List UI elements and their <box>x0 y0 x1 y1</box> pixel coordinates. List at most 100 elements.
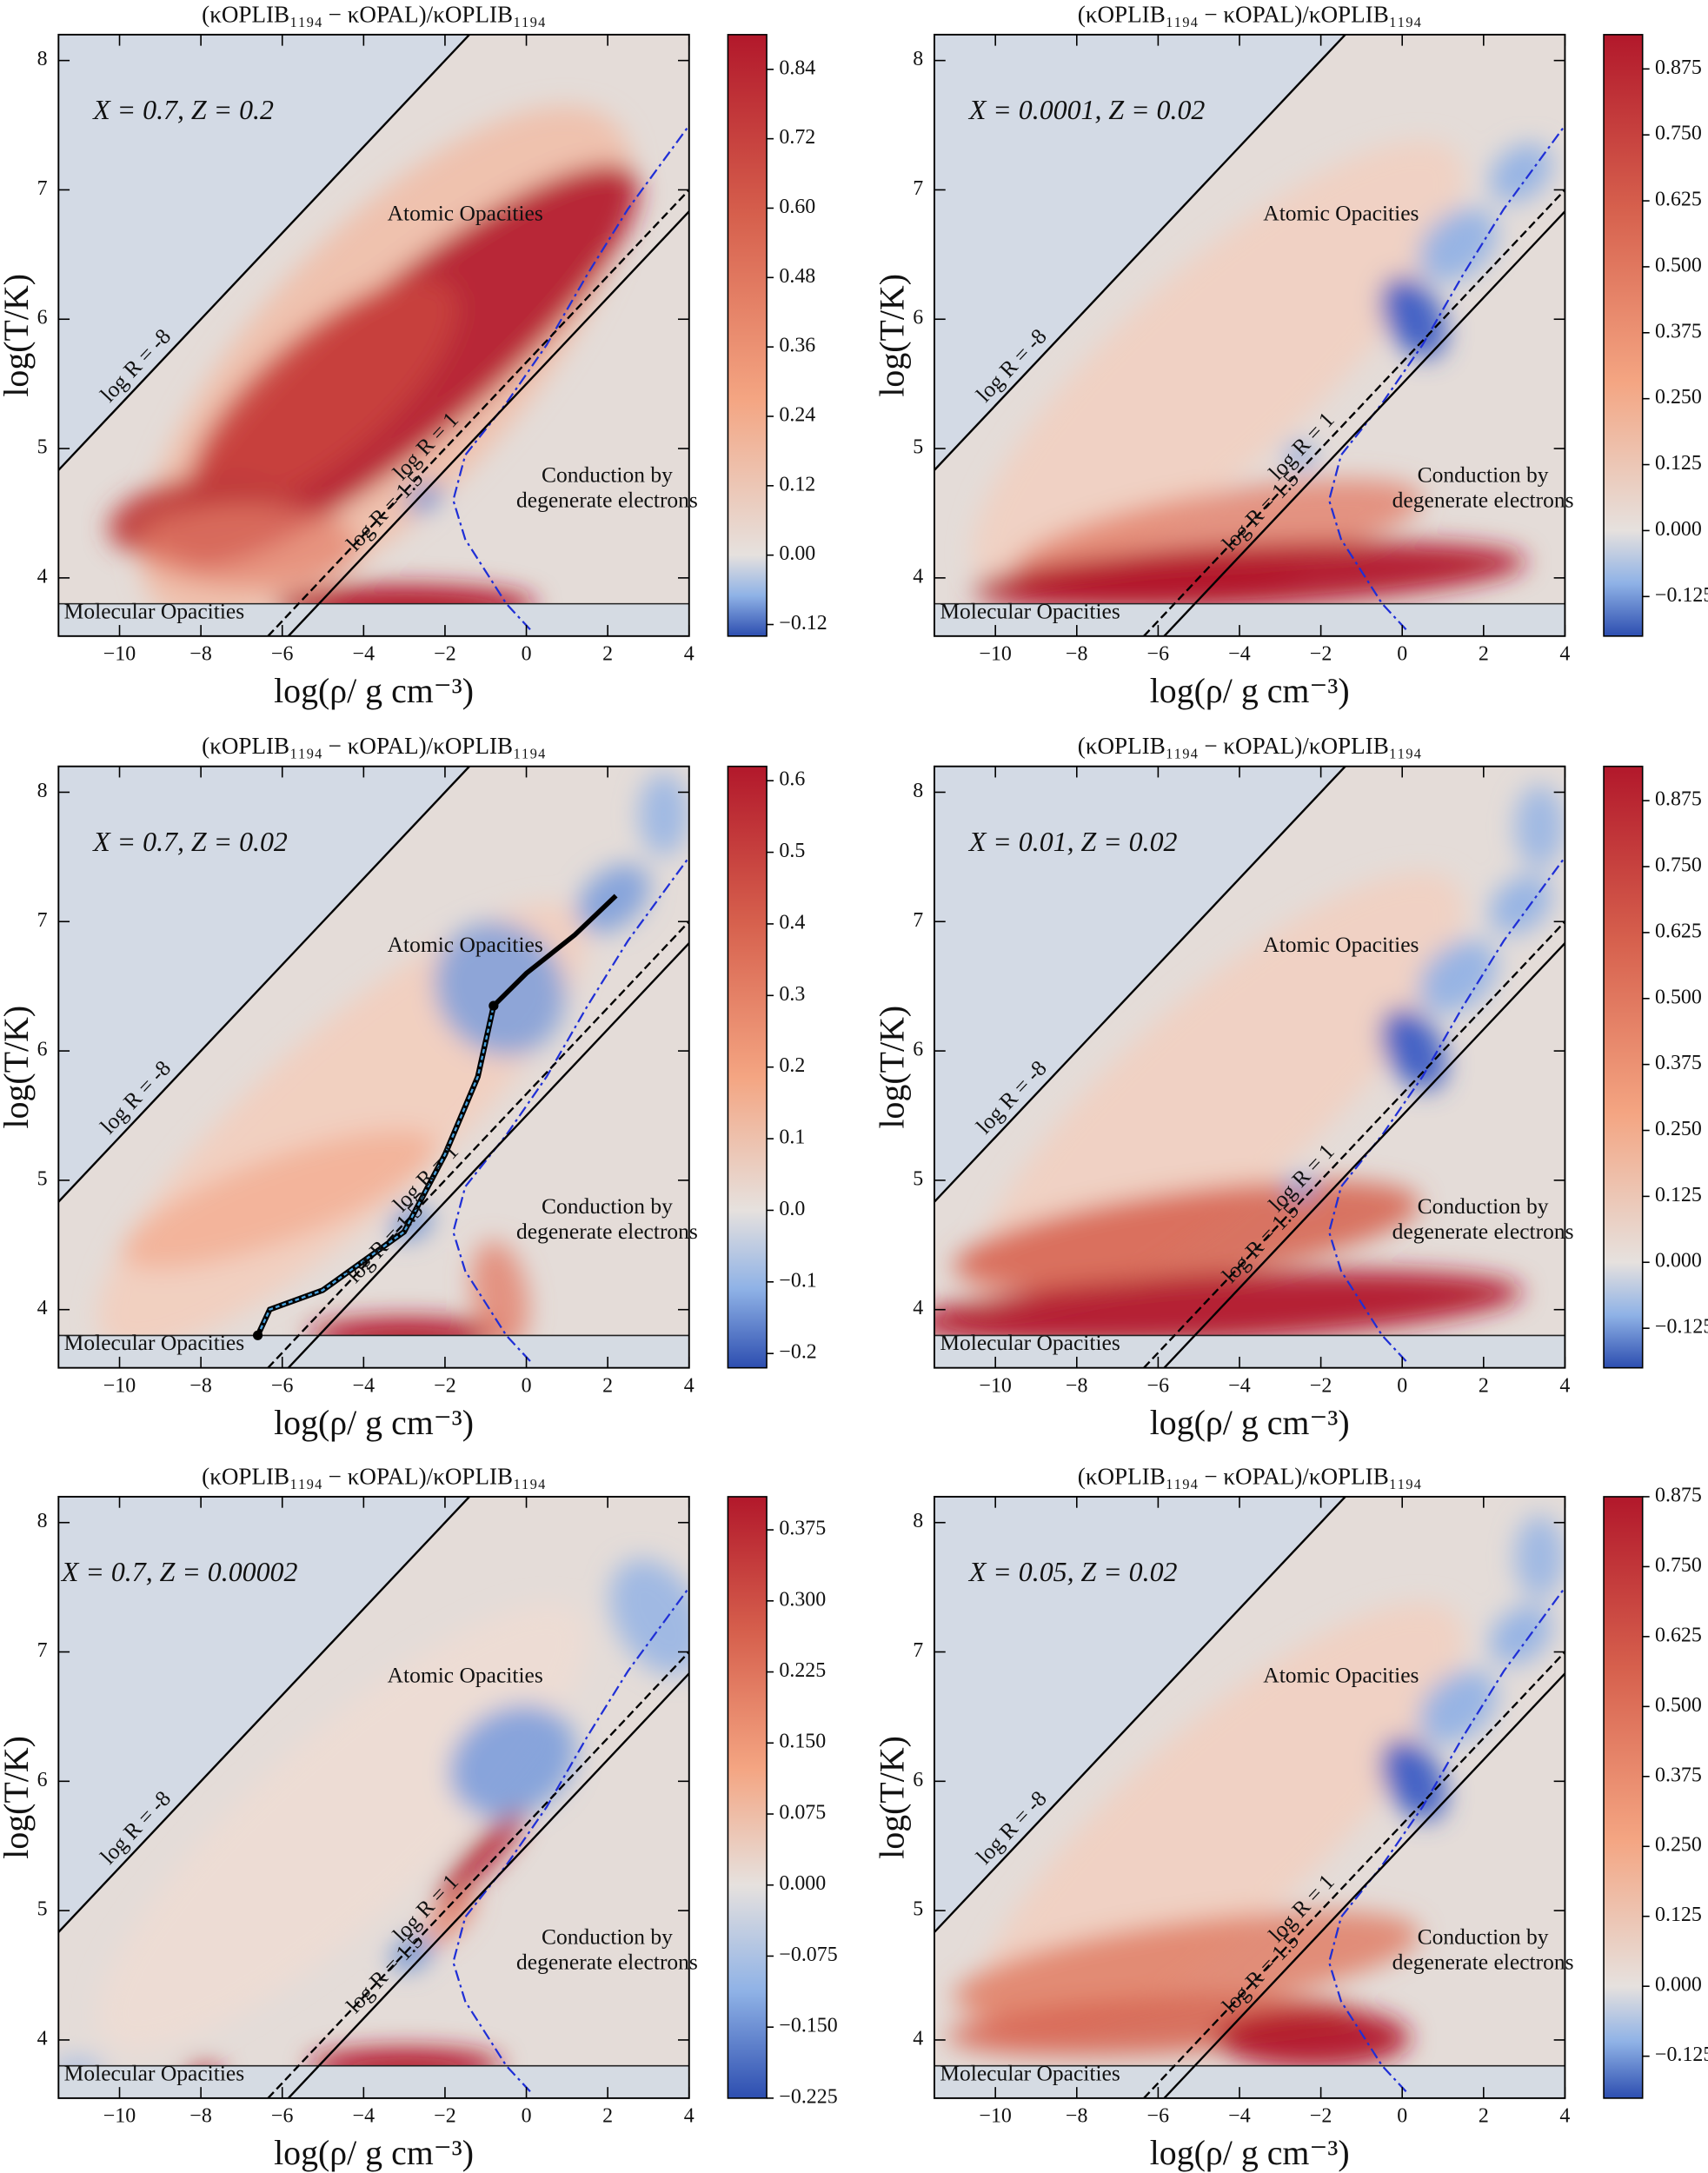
field-region <box>953 1180 1420 1291</box>
composition-label: X = 0.7, Z = 0.00002 <box>60 1557 298 1587</box>
field-region <box>934 1271 1523 1345</box>
x-tick-label: −8 <box>189 2105 211 2128</box>
x-tick-label: −10 <box>103 643 136 666</box>
y-tick-label: 7 <box>913 909 923 932</box>
degeneracy-boundary <box>1327 124 1565 630</box>
y-tick-label: 5 <box>913 1898 923 1921</box>
logR-line <box>287 941 689 1368</box>
x-tick-label: 0 <box>522 2105 532 2128</box>
colorbar-tick-label: 0.84 <box>779 56 815 79</box>
field-region <box>1514 785 1565 868</box>
logR-line <box>267 1650 689 2098</box>
composition-label: X = 0.05, Z = 0.02 <box>967 1557 1178 1587</box>
field-region <box>470 1240 529 1351</box>
x-tick-label: −8 <box>1066 643 1087 666</box>
logR-line <box>1163 941 1565 1368</box>
colorbar <box>727 34 768 637</box>
field-region <box>639 773 689 856</box>
region-label: Atomic Opacities <box>388 1662 543 1687</box>
y-tick-label: 5 <box>913 1167 923 1190</box>
field-region <box>1215 2007 1410 2069</box>
field-region <box>609 1558 689 1675</box>
molecular-region <box>934 603 1565 636</box>
colorbar-tick-label: 0.500 <box>1655 1694 1702 1717</box>
plot-area <box>58 1496 689 2098</box>
x-tick-label: −6 <box>271 1374 293 1397</box>
field-region <box>97 1604 587 2051</box>
logR-line <box>934 766 1346 1204</box>
y-axis-label: log(T/K) <box>0 1006 36 1129</box>
x-tick-label: −2 <box>434 2105 455 2128</box>
composition-label: X = 0.01, Z = 0.02 <box>967 827 1178 857</box>
colorbar-tick-label: 0.12 <box>779 473 815 495</box>
colorbar-tick-label: 0.875 <box>1655 788 1702 811</box>
colorbar-tick-label: 0.000 <box>1655 1974 1702 1997</box>
field-region <box>136 504 359 588</box>
colorbar-tick-label: −0.125 <box>1655 2043 1708 2066</box>
colorbar-tick-label: 0.48 <box>779 265 815 288</box>
field <box>934 785 1565 1345</box>
y-axis-label: log(T/K) <box>0 1736 36 1859</box>
colorbar-tick-label: 0.250 <box>1655 1118 1702 1140</box>
region-label: Conduction by <box>1418 1924 1549 1949</box>
field <box>108 106 639 625</box>
field-region <box>122 1130 436 1269</box>
colorbar-tick-label: 0.250 <box>1655 386 1702 409</box>
x-axis-label: log(ρ/ g cm⁻³) <box>274 1403 474 1442</box>
degeneracy-boundary <box>452 1586 689 2093</box>
colorbar-tick-label: 0.000 <box>779 1872 826 1895</box>
field-region <box>1286 1176 1314 1199</box>
colorbar-tick-label: 0.375 <box>1655 320 1702 342</box>
logR-line <box>287 1671 689 2098</box>
field-region <box>1514 1515 1565 1598</box>
logR-line <box>934 1496 1346 1934</box>
evolution-track-inner <box>256 1005 495 1336</box>
title: (κOPLIB₁₁₉₄ − κOPAL)/κOPLIB₁₁₉₄ <box>202 1463 546 1489</box>
region-label: Molecular Opacities <box>64 1330 244 1355</box>
y-tick-label: 4 <box>37 2027 48 2050</box>
x-axis-label: log(ρ/ g cm⁻³) <box>274 2133 474 2172</box>
x-tick-label: −10 <box>979 1374 1011 1397</box>
plot-area <box>934 1496 1565 2098</box>
colorbar-tick-label: 0.875 <box>1655 56 1702 79</box>
y-tick-label: 7 <box>37 909 48 932</box>
region-label: Molecular Opacities <box>940 2060 1120 2085</box>
x-axis-label: log(ρ/ g cm⁻³) <box>1150 671 1350 710</box>
x-tick-label: −2 <box>1310 643 1332 666</box>
x-tick-label: −6 <box>1147 2105 1169 2128</box>
x-tick-label: −2 <box>434 1374 455 1397</box>
field-region <box>1489 875 1552 934</box>
colorbar-tick-label: 0.500 <box>1655 254 1702 276</box>
x-tick-label: −6 <box>271 643 293 666</box>
region-label: Molecular Opacities <box>940 1330 1120 1355</box>
region-label: degenerate electrons <box>516 487 698 512</box>
plot-area <box>934 766 1565 1368</box>
x-axis-label: log(ρ/ g cm⁻³) <box>274 671 474 710</box>
colorbar-tick-label: 0.5 <box>779 840 805 862</box>
field-region <box>972 140 1464 591</box>
y-tick-label: 8 <box>913 780 923 802</box>
composition-label: X = 0.7, Z = 0.2 <box>91 95 274 125</box>
y-tick-label: 8 <box>913 48 923 70</box>
title: (κOPLIB₁₁₉₄ − κOPAL)/κOPLIB₁₁₉₄ <box>1078 1 1422 27</box>
x-tick-label: −6 <box>1147 643 1169 666</box>
colorbar-tick-label: 0.625 <box>1655 920 1702 942</box>
molecular-region <box>58 1335 689 1368</box>
degeneracy-boundary <box>452 124 689 630</box>
title: (κOPLIB₁₁₉₄ − κOPAL)/κOPLIB₁₁₉₄ <box>1078 1463 1422 1489</box>
degeneracy-boundary <box>1327 856 1565 1362</box>
x-tick-label: 4 <box>684 2105 694 2128</box>
colorbar-tick-label: −0.150 <box>779 2015 837 2037</box>
plot-frame <box>57 33 690 637</box>
plot-area <box>58 34 689 636</box>
logR-line <box>1143 1650 1565 2098</box>
colorbar-tick-label: −0.2 <box>779 1341 816 1364</box>
x-tick-label: 4 <box>1559 2105 1570 2128</box>
y-tick-label: 4 <box>913 565 923 588</box>
x-tick-label: −10 <box>979 643 1011 666</box>
field-region <box>406 483 442 512</box>
x-tick-label: 0 <box>522 643 532 666</box>
region-label: Atomic Opacities <box>1263 200 1419 225</box>
colorbar <box>1603 765 1644 1369</box>
